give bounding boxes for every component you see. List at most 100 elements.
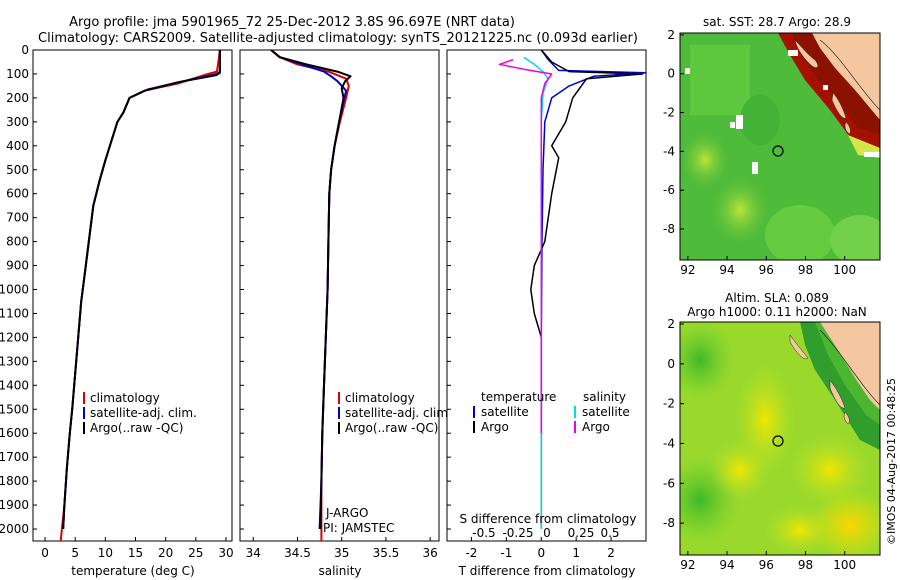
x-tick-label: 35: [334, 546, 349, 560]
s-difference-tick-label: 0.5: [600, 526, 619, 540]
legend-argo-label: Argo(..raw -QC): [345, 421, 438, 435]
x-tick-label: 1: [572, 546, 580, 560]
lon-tick-label: 94: [719, 558, 734, 572]
x-tick-label: -1: [500, 546, 512, 560]
depth-tick-label: 1200: [0, 330, 29, 344]
sst-map-image: [680, 33, 880, 260]
lon-tick-label: 98: [798, 263, 813, 277]
sla-map-image: [680, 322, 880, 555]
lat-tick-label: -2: [663, 106, 675, 120]
depth-tick-label: 1900: [0, 498, 29, 512]
s-difference-tick-label: -0.5: [472, 526, 495, 540]
difference-legend: temperature salinity satellite Argo sate…: [473, 390, 630, 434]
x-tick-label: 5: [71, 546, 79, 560]
difference-series: [498, 49, 647, 529]
depth-tick-label: 1700: [0, 450, 29, 464]
depth-tick-label: 1600: [0, 426, 29, 440]
lat-tick-label: -8: [663, 516, 675, 530]
temperature-xlabel: temperature (deg C): [71, 564, 194, 578]
figure-title-line1: Argo profile: jma 5901965_72 25-Dec-2012…: [69, 15, 515, 30]
sla-map-axes: 92 94 96 98 100 2 0 -2 -4 -6 -8: [663, 317, 856, 572]
depth-tick-label: 500: [6, 163, 29, 177]
salinity-x-axis: 34 34.5 35 35.5 36: [240, 49, 438, 560]
sla-map-subtitle: Argo h1000: 0.11 h2000: NaN: [687, 305, 867, 319]
difference-axes-frame: [446, 49, 647, 542]
depth-tick-label: 300: [6, 115, 29, 129]
x-tick-label: 34.5: [284, 546, 311, 560]
x-tick-label: 20: [158, 546, 173, 560]
legend-t-satellite-label: satellite: [481, 405, 529, 419]
depth-tick-label: 1400: [0, 378, 29, 392]
legend-argo-label: Argo(..raw -QC): [90, 421, 183, 435]
sla-map-frame: [679, 321, 881, 556]
salinity-panel: 34 34.5 35 35.5 36 salinity climatology sate…: [239, 49, 452, 578]
sst-map-panel: sat. SST: 28.7 Argo: 28.9: [663, 15, 881, 277]
lon-tick-label: 98: [798, 558, 813, 572]
legend-climatology-label: climatology: [345, 391, 415, 405]
sla-map-title: Altim. SLA: 0.089: [725, 291, 829, 305]
lat-tick-label: -2: [663, 397, 675, 411]
salinity-series: [270, 49, 352, 541]
series-line-argo: [62, 50, 221, 530]
legend-satellite-label: satellite-adj. clim.: [345, 406, 452, 420]
lon-tick-label: 92: [680, 263, 695, 277]
x-tick-label: 34: [246, 546, 261, 560]
depth-axis: 0 100 200 300 400 500 600 700 800 900 1000 1100 1200…: [0, 43, 37, 536]
legend-s-satellite-label: satellite: [582, 405, 630, 419]
lon-tick-label: 100: [833, 263, 856, 277]
lon-tick-label: 96: [759, 558, 774, 572]
legend-heading-temperature: temperature: [481, 390, 556, 404]
argo-location-marker: [772, 435, 784, 447]
legend-s-argo-label: Argo: [582, 420, 610, 434]
salinity-axes-frame: [239, 49, 440, 542]
series-line-argo: [270, 49, 352, 530]
s-difference-ticks: -0.5 -0.25 0 0.25 0.5: [472, 526, 619, 540]
salinity-xlabel: salinity: [318, 564, 361, 578]
temperature-series: [59, 49, 221, 542]
depth-tick-label: 100: [6, 67, 29, 81]
t-difference-xlabel: T difference from climatology: [458, 564, 636, 578]
series-line-t-argo: [530, 49, 644, 529]
annotation-jargo: J-ARGO: [325, 506, 368, 520]
lat-tick-label: -6: [663, 183, 675, 197]
lat-tick-label: 2: [667, 28, 675, 42]
temperature-x-axis: 0 5 10 15 20 25 30: [41, 537, 234, 560]
depth-tick-label: 1300: [0, 354, 29, 368]
depth-tick-label: 1100: [0, 306, 29, 320]
lon-tick-label: 96: [759, 263, 774, 277]
depth-tick-label: 1800: [0, 474, 29, 488]
lon-tick-label: 100: [833, 558, 856, 572]
x-tick-label: 0: [537, 546, 545, 560]
lon-tick-label: 94: [719, 263, 734, 277]
depth-tick-label: 200: [6, 91, 29, 105]
lat-tick-label: -8: [663, 222, 675, 236]
depth-tick-label: 600: [6, 187, 29, 201]
lat-tick-label: -6: [663, 476, 675, 490]
lat-tick-label: -4: [663, 436, 675, 450]
temperature-legend: climatology satellite-adj. clim. Argo(..…: [83, 391, 197, 435]
depth-tick-label: 900: [6, 259, 29, 273]
depth-tick-label: 700: [6, 211, 29, 225]
figure-title-line2: Climatology: CARS2009. Satellite-adjuste…: [38, 31, 638, 46]
temperature-panel: 0100200300400500600700800900100011001200…: [0, 43, 234, 578]
x-tick-label: -2: [465, 546, 477, 560]
sst-map-axes: 92 94 96 98 100 2 0 -2 -4 -6 -8: [663, 28, 856, 277]
depth-tick-label: 1500: [0, 402, 29, 416]
depth-tick-label: 2000: [0, 522, 29, 536]
s-difference-tick-label: 0: [543, 526, 551, 540]
temperature-axes-frame: [32, 49, 233, 542]
sst-map-frame: [679, 32, 881, 261]
lat-tick-label: 2: [667, 317, 675, 331]
x-tick-label: 2: [607, 546, 615, 560]
x-tick-label: 10: [98, 546, 113, 560]
s-difference-tick-label: 0.25: [568, 526, 595, 540]
series-line-s-argo: [498, 58, 553, 434]
annotation-pi: PI: JAMSTEC: [323, 521, 394, 535]
x-tick-label: 36: [423, 546, 438, 560]
depth-tick-label: 400: [6, 139, 29, 153]
difference-x-axis: -2 -1 0 1 2: [447, 49, 615, 560]
legend-t-argo-label: Argo: [481, 420, 509, 434]
depth-tick-label: 1000: [0, 283, 29, 297]
lat-tick-label: 0: [667, 67, 675, 81]
lat-tick-label: 0: [667, 357, 675, 371]
